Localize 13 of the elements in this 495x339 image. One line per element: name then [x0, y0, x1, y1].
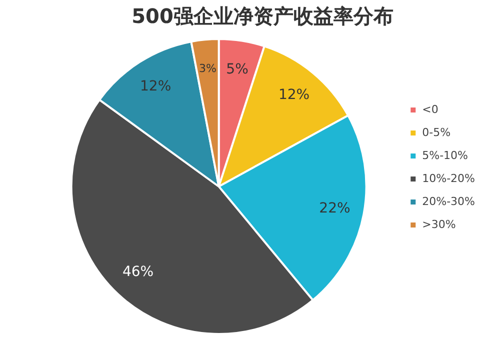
data-label: 3%: [198, 62, 216, 75]
chart-title: 500强企业净资产收益率分布: [132, 4, 394, 28]
legend-label: 0-5%: [422, 126, 451, 139]
legend-label: 20%-30%: [422, 194, 476, 208]
data-label: 12%: [278, 87, 310, 104]
data-label: 12%: [140, 78, 172, 95]
legend-label: 10%-20%: [422, 172, 476, 185]
data-label: 22%: [319, 200, 350, 216]
data-label: 5%: [226, 62, 248, 78]
legend-label: 5%-10%: [422, 148, 468, 162]
data-label: 46%: [122, 264, 154, 280]
legend-label: >30%: [422, 218, 456, 231]
legend-label: <0: [422, 102, 438, 116]
